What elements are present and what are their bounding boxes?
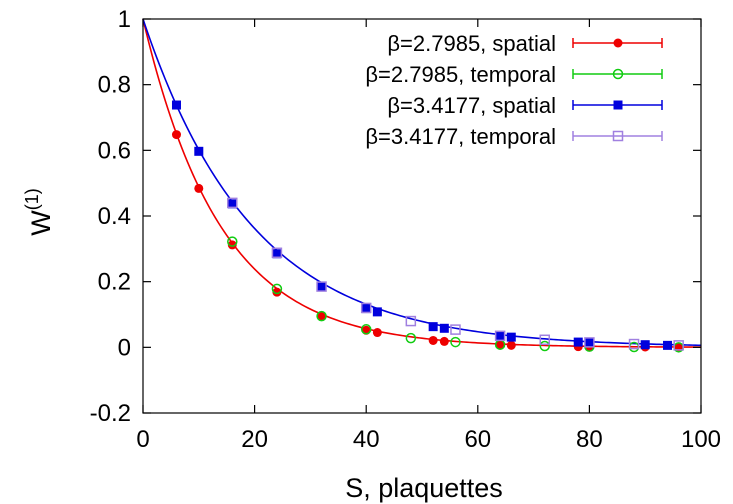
data-point <box>317 281 327 291</box>
y-tick-label: 1 <box>118 6 131 33</box>
fit-curve-1 <box>142 18 702 348</box>
x-axis-title: S, plaquettes <box>345 473 503 503</box>
x-tick-label: 100 <box>681 426 721 453</box>
x-tick-label: 60 <box>464 426 491 453</box>
x-axis: 0 20 40 60 80 100 <box>136 19 721 453</box>
y-axis-title-superscript: (1) <box>22 188 42 210</box>
legend-marker <box>613 100 623 110</box>
x-tick-label: 20 <box>241 426 268 453</box>
data-point <box>495 340 505 350</box>
data-point <box>171 100 181 110</box>
data-point <box>361 325 371 335</box>
y-tick-label: -0.2 <box>90 400 131 427</box>
data-point <box>227 197 238 209</box>
data-point <box>227 199 237 209</box>
data-point <box>360 324 372 335</box>
y-tick-label: 0.2 <box>98 269 131 296</box>
y-tick-label: 0 <box>118 334 131 361</box>
data-point <box>316 281 327 292</box>
data-point <box>271 283 283 295</box>
y-tick-label: 0.8 <box>98 72 131 99</box>
series-1 <box>171 130 684 352</box>
data-point <box>450 336 461 348</box>
data-point <box>573 337 583 347</box>
data-point <box>494 330 506 342</box>
legend: β=2.7985, spatial β=2.7985, temporal β=3.4… <box>365 31 663 149</box>
data-point <box>439 336 449 346</box>
y-axis-title-main: W <box>26 210 56 236</box>
y-tick-label: 0.4 <box>98 203 131 230</box>
data-point <box>628 338 640 350</box>
data-point <box>673 340 684 351</box>
data-point <box>194 183 204 193</box>
data-point <box>539 334 551 346</box>
data-point <box>360 302 372 314</box>
data-point <box>450 324 461 335</box>
data-points <box>171 100 684 353</box>
data-point <box>271 247 283 259</box>
data-point <box>171 130 181 140</box>
data-point <box>640 340 650 350</box>
x-tick-label: 40 <box>353 426 380 453</box>
x-tick-label: 80 <box>576 426 603 453</box>
legend-label: β=2.7985, temporal <box>365 62 556 87</box>
data-point <box>405 315 417 327</box>
y-tick-label: 0.6 <box>98 137 131 164</box>
data-point <box>316 310 327 322</box>
data-point <box>428 322 438 332</box>
legend-entry-2: β=2.7985, temporal <box>365 62 663 87</box>
legend-marker <box>613 38 623 48</box>
legend-marker <box>612 130 624 142</box>
data-point <box>428 335 438 345</box>
data-point <box>361 304 371 314</box>
legend-label: β=3.4177, temporal <box>365 124 556 149</box>
data-point <box>372 328 382 338</box>
data-point <box>439 323 449 333</box>
data-point <box>372 307 382 317</box>
y-axis-title: W(1) <box>22 188 56 235</box>
y-axis: -0.2 0 0.2 0.4 0.6 0.8 1 <box>90 6 701 427</box>
legend-entry-4: β=3.4177, temporal <box>365 124 663 149</box>
data-point <box>584 338 594 348</box>
data-point <box>194 146 204 156</box>
series-4 <box>227 197 684 351</box>
data-point <box>272 287 282 297</box>
legend-label: β=2.7985, spatial <box>387 31 556 56</box>
legend-entry-3: β=3.4177, spatial <box>387 93 663 118</box>
legend-marker <box>612 68 624 80</box>
data-point <box>506 340 516 350</box>
data-point <box>317 311 327 321</box>
data-point <box>539 340 551 352</box>
data-point <box>663 340 673 350</box>
data-point <box>495 331 505 341</box>
data-point <box>272 249 282 259</box>
legend-label: β=3.4177, spatial <box>387 93 556 118</box>
data-point <box>405 332 417 344</box>
data-point <box>227 236 238 247</box>
x-tick-label: 0 <box>136 426 149 453</box>
legend-entry-1: β=2.7985, spatial <box>387 31 663 56</box>
series-3 <box>171 100 673 350</box>
data-point <box>227 240 237 250</box>
data-point <box>584 337 595 348</box>
data-point <box>506 332 516 342</box>
